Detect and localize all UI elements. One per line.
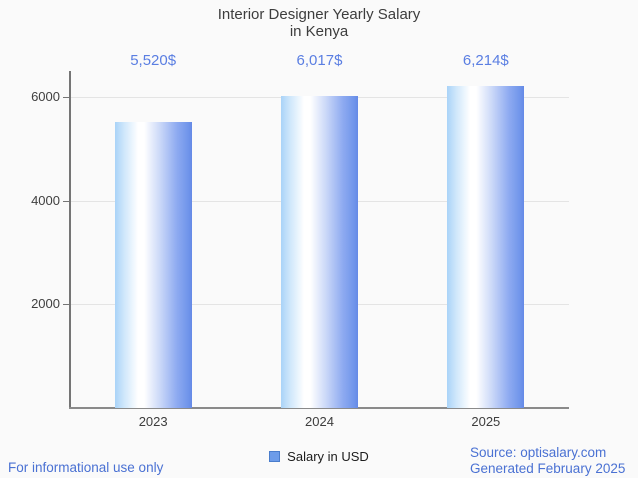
bar-2025[interactable] xyxy=(447,85,525,408)
generated-date: Generated February 2025 xyxy=(470,461,626,476)
bar-2023[interactable] xyxy=(114,121,192,408)
disclaimer-text: For informational use only xyxy=(8,460,164,475)
y-tick-4000 xyxy=(63,200,69,202)
chart-title-line2: in Kenya xyxy=(289,23,349,40)
x-tick-label-2023: 2023 xyxy=(138,414,168,429)
source-block: Source: optisalary.com Generated Februar… xyxy=(470,445,625,477)
bar-2024[interactable] xyxy=(281,96,358,408)
chart-title-line1: Interior Designer Yearly Salary xyxy=(217,6,421,23)
x-axis-line xyxy=(69,407,569,409)
y-tick-label-4000: 4000 xyxy=(31,192,60,208)
x-tick-label-2024: 2024 xyxy=(305,414,334,429)
y-tick-2000 xyxy=(63,304,69,306)
y-axis-line xyxy=(69,71,71,409)
value-label-2024: 6,017$ xyxy=(296,52,343,69)
value-label-2023: 5,520$ xyxy=(130,52,177,69)
x-tick-label-2025: 2025 xyxy=(471,414,501,429)
source-link[interactable]: Source: optisalary.com xyxy=(470,445,607,460)
y-tick-6000 xyxy=(63,96,69,98)
legend-swatch-salary xyxy=(269,451,281,462)
chart-title: Interior Designer Yearly Salary in Kenya xyxy=(0,6,638,40)
legend-label-salary: Salary in USD xyxy=(287,449,369,464)
y-tick-label-6000: 6000 xyxy=(31,88,60,104)
chart-legend[interactable]: Salary in USD xyxy=(0,449,638,464)
plot-area xyxy=(63,71,569,409)
y-tick-label-2000: 2000 xyxy=(31,296,60,312)
value-label-2025: 6,214$ xyxy=(462,52,509,69)
